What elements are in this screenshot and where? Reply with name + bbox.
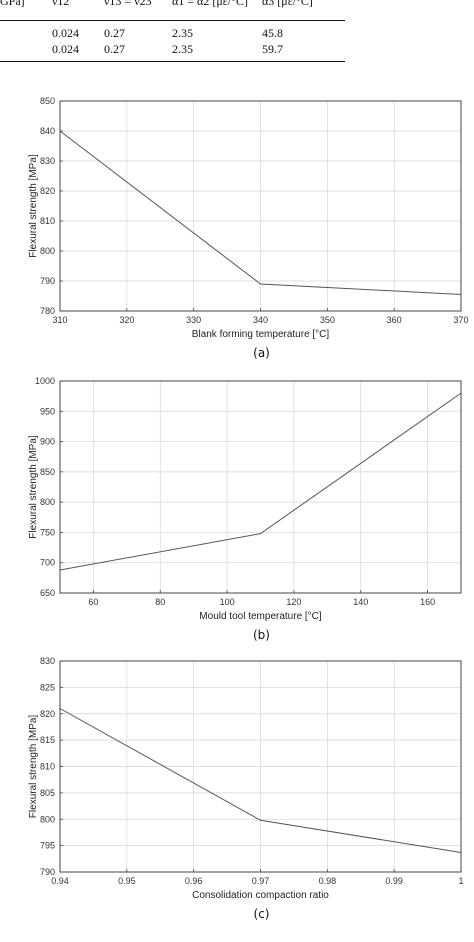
x-tick-label: 100	[220, 597, 235, 607]
table-rule-bottom	[0, 61, 345, 62]
y-tick-label: 815	[40, 735, 55, 745]
y-tick-label: 800	[40, 814, 55, 824]
plot-border	[59, 660, 462, 873]
chart-c: 0.94 0.95 0.96 0.97 0.98 0.99 1 790 795 800 805 810…	[28, 656, 464, 921]
x-tick-label: 80	[155, 597, 165, 607]
x-tick-label: 0.99	[385, 876, 403, 886]
y-tick-label: 820	[40, 709, 55, 719]
data-point	[259, 819, 262, 821]
x-tick-label: 60	[88, 597, 98, 607]
table-cell: 0.024	[52, 26, 79, 40]
y-tick-label: 790	[40, 867, 55, 877]
figure-caption: (b)	[253, 628, 270, 642]
table-cell: 0.27	[104, 42, 125, 56]
data-point	[259, 283, 262, 285]
x-axis-label: Mould tool temperature [°C]	[199, 611, 322, 622]
y-tick-label: 1000	[35, 376, 55, 386]
y-tick-label: 800	[40, 246, 55, 256]
data-point	[59, 130, 61, 132]
table-cell: 0.024	[52, 42, 79, 56]
y-tick-label: 950	[40, 406, 55, 416]
y-tick-label: 830	[40, 156, 55, 166]
y-axis-label: Flexural strength [MPa]	[28, 435, 39, 539]
data-point	[460, 293, 462, 296]
x-tick-label: 340	[253, 315, 268, 325]
table-header-cell: ν13 = ν23	[104, 0, 152, 8]
y-tick-label: 810	[40, 762, 55, 772]
data-point	[59, 707, 61, 710]
y-tick-label: 790	[40, 276, 55, 286]
chart-b: 60 80 100 120 140 160 650 700 750 800 850 900 950 100…	[28, 376, 462, 642]
y-tick-label: 700	[40, 558, 55, 568]
table-cell: 59.7	[262, 42, 283, 56]
table-rule-header	[0, 20, 345, 21]
y-tick-label: 780	[40, 306, 55, 316]
y-tick-label: 900	[40, 437, 55, 447]
x-tick-label: 140	[353, 597, 368, 607]
x-tick-label: 0.95	[118, 876, 136, 886]
y-tick-label: 850	[40, 96, 55, 106]
x-tick-label: 160	[420, 597, 435, 607]
x-axis-label: Blank forming temperature [°C]	[192, 329, 330, 340]
data-point	[59, 569, 61, 571]
x-tick-label: 310	[52, 315, 67, 325]
y-axis-label: Flexural strength [MPa]	[28, 715, 39, 819]
plot-area	[59, 380, 462, 594]
y-tick-label: 805	[40, 788, 55, 798]
x-tick-label: 360	[387, 315, 402, 325]
y-tick-label: 830	[40, 656, 55, 666]
table-header-cell: GPa]	[0, 0, 25, 8]
y-tick-label: 795	[40, 841, 55, 851]
table-fragment: GPa] ν12 ν13 = ν23 α1 = α2 [με/°C] α3 [μ…	[0, 0, 345, 86]
table-cell: 0.27	[104, 26, 125, 40]
x-tick-label: 0.98	[319, 876, 337, 886]
plot-border	[59, 380, 462, 594]
y-tick-label: 750	[40, 527, 55, 537]
table-cell: 2.35	[172, 26, 193, 40]
data-point	[460, 851, 462, 854]
x-tick-label: 120	[286, 597, 301, 607]
table-cell: 2.35	[172, 42, 193, 56]
y-tick-label: 650	[40, 588, 55, 598]
x-tick-label: 0.94	[51, 876, 69, 886]
x-tick-label: 350	[320, 315, 335, 325]
y-tick-label: 850	[40, 467, 55, 477]
table-cell: 45.8	[262, 26, 283, 40]
x-tick-label: 0.97	[252, 876, 270, 886]
figure-caption: (a)	[253, 346, 270, 360]
x-tick-label: 330	[186, 315, 201, 325]
x-tick-label: 320	[119, 315, 134, 325]
y-tick-label: 820	[40, 186, 55, 196]
table-header-cell: α3 [με/°C]	[262, 0, 313, 8]
figure-caption: (c)	[254, 907, 270, 921]
table-header-cell: α1 = α2 [με/°C]	[172, 0, 248, 8]
x-tick-label: 0.96	[185, 876, 203, 886]
chart-a: 310 320 330 340 350 360 370 780 790 800 810 820 830 8…	[28, 96, 469, 360]
y-tick-label: 840	[40, 126, 55, 136]
x-tick-label: 1	[458, 876, 463, 886]
y-axis-label: Flexural strength [MPa]	[28, 154, 39, 258]
y-tick-label: 810	[40, 216, 55, 226]
plot-border	[59, 100, 462, 312]
data-point	[460, 392, 462, 394]
data-point	[259, 533, 262, 535]
x-tick-label: 370	[453, 315, 468, 325]
y-tick-label: 800	[40, 497, 55, 507]
x-axis-label: Consolidation compaction ratio	[192, 890, 329, 901]
y-tick-label: 825	[40, 682, 55, 692]
table-header-cell: ν12	[52, 0, 70, 8]
